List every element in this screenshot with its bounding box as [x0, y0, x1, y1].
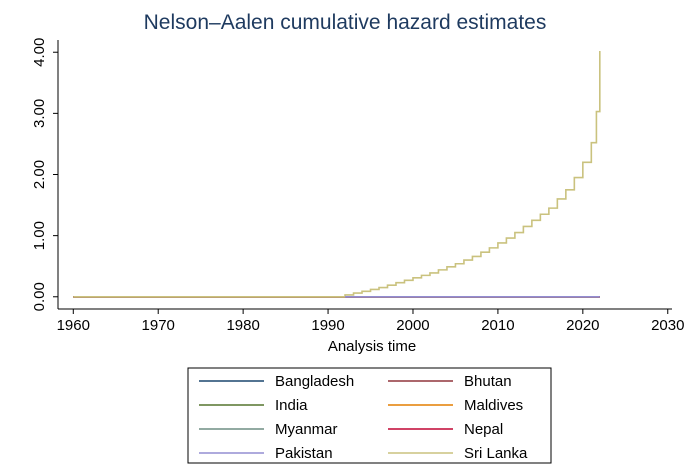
y-tick-label: 2.00: [31, 160, 48, 189]
y-tick-label: 4.00: [31, 38, 48, 67]
x-tick-label: 1960: [57, 317, 90, 334]
x-axis-title: Analysis time: [328, 338, 416, 355]
legend-label: Maldives: [464, 397, 523, 414]
series-line: [73, 51, 601, 298]
x-tick-label: 1980: [226, 317, 259, 334]
legend-label: Myanmar: [275, 421, 338, 438]
x-tick-label: 2020: [566, 317, 599, 334]
y-tick-label: 0.00: [31, 282, 48, 311]
x-tick-label: 2010: [481, 317, 514, 334]
x-tick-label: 1970: [142, 317, 175, 334]
legend-label: Bangladesh: [275, 373, 354, 390]
y-tick-label: 3.00: [31, 99, 48, 128]
legend-box: [187, 367, 552, 464]
legend-label: Sri Lanka: [464, 445, 528, 462]
x-tick-label: 2030: [651, 317, 684, 334]
chart-title: Nelson–Aalen cumulative hazard estimates: [144, 11, 547, 34]
legend-label: Bhutan: [464, 373, 512, 390]
y-tick-label: 1.00: [31, 221, 48, 250]
x-tick-label: 2000: [396, 317, 429, 334]
x-tick-label: 1990: [311, 317, 344, 334]
legend-label: Pakistan: [275, 445, 333, 462]
legend-label: Nepal: [464, 421, 503, 438]
legend-label: India: [275, 397, 308, 414]
